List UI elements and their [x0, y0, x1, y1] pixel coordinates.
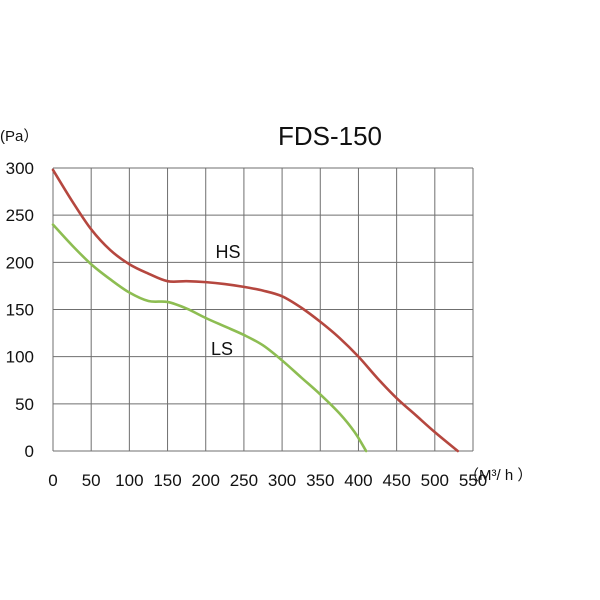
- x-tick-label: 200: [192, 471, 220, 490]
- y-tick-label: 0: [25, 442, 34, 461]
- grid: [52, 167, 474, 452]
- y-tick-label: 200: [6, 253, 34, 272]
- x-tick-label: 50: [82, 471, 101, 490]
- series-label-ls: LS: [211, 339, 233, 359]
- series-labels: HS LS: [211, 242, 241, 359]
- x-tick-label: 350: [306, 471, 334, 490]
- x-tick-label: 250: [230, 471, 258, 490]
- y-tick-label: 150: [6, 301, 34, 320]
- y-tick-label: 250: [6, 206, 34, 225]
- series-line-ls: [51, 223, 368, 453]
- x-tick-label: 300: [268, 471, 296, 490]
- series-label-hs: HS: [215, 242, 240, 262]
- x-tick-label: 550: [459, 471, 487, 490]
- x-tick-label: 0: [48, 471, 57, 490]
- x-axis-unit-label: （M³/ h ）: [464, 467, 532, 484]
- y-tick-label: 50: [15, 395, 34, 414]
- chart-title: FDS-150: [278, 121, 382, 151]
- y-tick-label: 300: [6, 159, 34, 178]
- x-tick-label: 100: [115, 471, 143, 490]
- x-axis-ticks: 0 50 100 150 200 250 300 350 400 450 500 550: [48, 471, 487, 490]
- x-tick-label: 150: [153, 471, 181, 490]
- x-tick-label: 500: [421, 471, 449, 490]
- y-tick-label: 100: [6, 348, 34, 367]
- x-tick-label: 450: [382, 471, 410, 490]
- series-lines: [51, 168, 460, 453]
- series-line-hs: [51, 168, 460, 453]
- y-axis-unit-label: (Pa）: [0, 128, 38, 145]
- x-tick-label: 400: [344, 471, 372, 490]
- y-axis-ticks: 0 50 100 150 200 250 300: [6, 159, 34, 461]
